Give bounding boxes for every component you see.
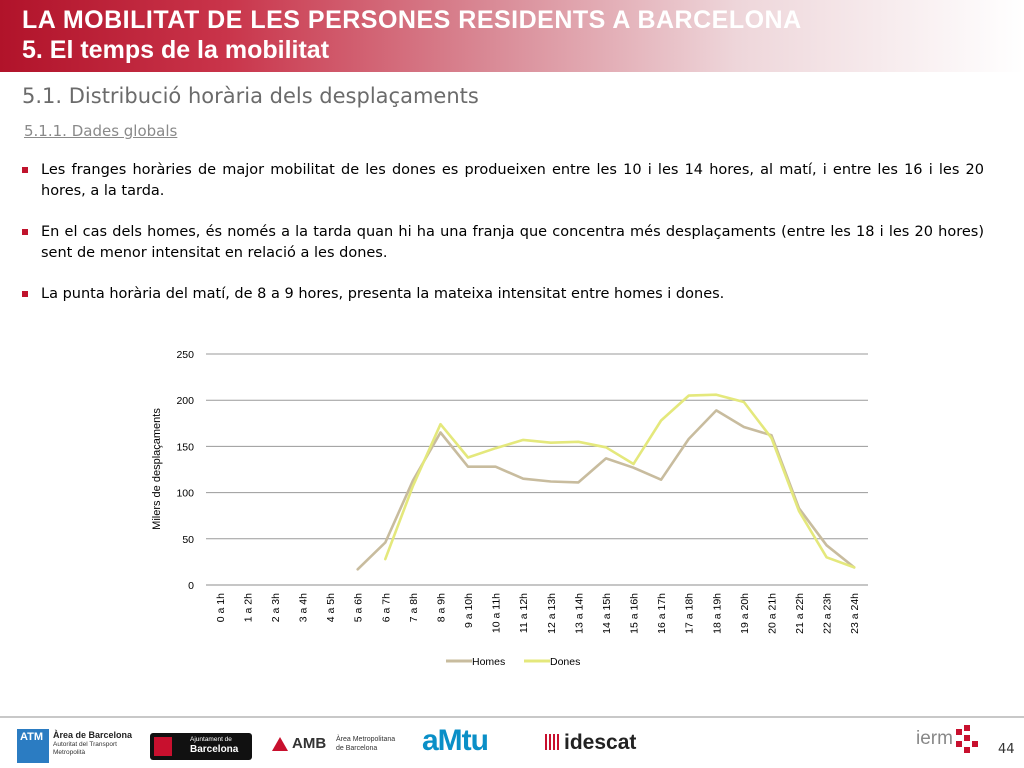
x-tick-label: 1 a 2h [242, 593, 254, 622]
y-tick-label: 250 [176, 349, 194, 361]
bullet-item: La punta horària del matí, de 8 a 9 hore… [22, 284, 984, 305]
x-tick-label: 6 a 7h [380, 593, 392, 622]
bullet-text: La punta horària del matí, de 8 a 9 hore… [41, 286, 725, 302]
bullet-marker-icon [22, 291, 28, 297]
hourly-trips-line-chart: Milers de desplaçaments 050100150200250 … [151, 349, 868, 668]
series-line-homes [356, 409, 856, 571]
footer-divider [0, 716, 1024, 718]
x-tick-label: 9 a 10h [463, 593, 475, 628]
x-tick-label: 14 a 15h [601, 593, 613, 634]
x-tick-label: 20 a 21h [766, 593, 778, 634]
x-tick-label: 4 a 5h [325, 593, 337, 622]
iermb-mark-icon [956, 725, 978, 753]
section-title: 5.1. Distribució horària dels desplaçame… [22, 84, 479, 108]
x-tick-label: 19 a 20h [739, 593, 751, 634]
amtu-logo: aMtu [422, 724, 489, 757]
bullet-text: En el cas dels homes, és només a la tard… [41, 224, 984, 261]
x-tick-label: 0 a 1h [215, 593, 227, 622]
chart-series-lines [356, 393, 856, 571]
x-tick-label: 16 a 17h [656, 593, 668, 634]
x-tick-label: 21 a 22h [794, 593, 806, 634]
chart-legend: Homes Dones [446, 656, 580, 668]
x-tick-label: 2 a 3h [270, 593, 282, 622]
bullet-text: Les franges horàries de major mobilitat … [41, 162, 984, 199]
idescat-mark-icon [545, 734, 561, 750]
y-tick-label: 200 [176, 395, 194, 407]
legend-label: Dones [550, 656, 580, 668]
series-line-dones [384, 393, 856, 569]
x-tick-label: 3 a 4h [298, 593, 310, 622]
x-tick-label: 8 a 9h [435, 593, 447, 622]
bullet-item: Les franges horàries de major mobilitat … [22, 160, 984, 202]
y-tick-label: 100 [176, 488, 194, 500]
x-tick-label: 23 a 24h [849, 593, 861, 634]
x-tick-label: 18 a 19h [711, 593, 723, 634]
x-tick-label: 7 a 8h [408, 593, 420, 622]
header-subtitle: 5. El temps de la mobilitat [22, 36, 330, 64]
y-tick-label: 0 [188, 580, 194, 592]
y-tick-label: 50 [182, 534, 194, 546]
amb-triangle-icon [272, 737, 288, 751]
header-banner: LA MOBILITAT DE LES PERSONES RESIDENTS A… [0, 0, 1024, 72]
x-tick-label: 11 a 12h [518, 593, 530, 633]
y-axis-ticks: 0 50 100 150 200 250 [176, 349, 194, 592]
bullet-marker-icon [22, 229, 28, 235]
x-tick-label: 15 a 16h [629, 593, 641, 634]
x-tick-label: 12 a 13h [546, 593, 558, 634]
x-tick-label: 22 a 23h [822, 593, 834, 634]
bullet-item: En el cas dels homes, és només a la tard… [22, 222, 984, 264]
page-number: 44 [998, 742, 1015, 757]
y-axis-label: Milers de desplaçaments [151, 408, 163, 530]
legend-label: Homes [472, 656, 505, 668]
bullet-list: Les franges horàries de major mobilitat … [22, 160, 984, 325]
x-axis-ticks: 0 a 1h 1 a 2h 2 a 3h 3 a 4h 4 a 5h 5 a 6h 6 a … [215, 593, 861, 634]
bullet-marker-icon [22, 167, 28, 173]
ajuntament-logo: Ajuntament de Barcelona [150, 733, 252, 760]
city-shield-icon [154, 737, 172, 756]
atm-badge-icon: ATM [17, 729, 49, 763]
x-tick-label: 17 a 18h [684, 593, 696, 634]
subsection-title: 5.1.1. Dades globals [24, 122, 178, 140]
chart-gridlines [206, 353, 868, 586]
x-tick-label: 10 a 11h [491, 593, 503, 633]
header-title: LA MOBILITAT DE LES PERSONES RESIDENTS A… [22, 6, 802, 34]
x-tick-label: 5 a 6h [353, 593, 365, 622]
x-tick-label: 13 a 14h [573, 593, 585, 634]
y-tick-label: 150 [176, 441, 194, 453]
